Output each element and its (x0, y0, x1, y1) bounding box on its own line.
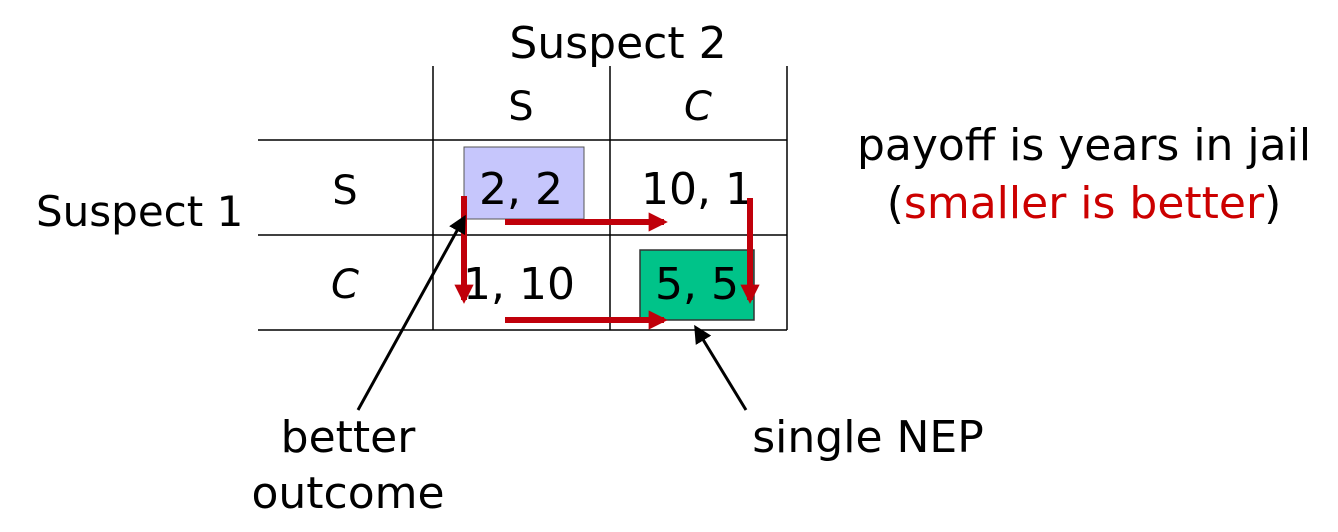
col-strategy-s: S (508, 84, 533, 130)
best-response-arrows (454, 196, 760, 330)
better-outcome-pointer (356, 214, 466, 411)
better-outcome-label-line1: better (281, 412, 417, 463)
better-outcome-label-line2: outcome (251, 468, 444, 519)
player2-label: Suspect 2 (509, 18, 726, 69)
payoff-sc: 10, 1 (641, 164, 753, 215)
row-strategy-s: S (332, 168, 357, 214)
payoff-cc: 5, 5 (655, 259, 739, 310)
payoff-note: payoff is years in jail (857, 120, 1311, 171)
nep-pointer (694, 324, 748, 411)
row-strategy-c: C (331, 262, 359, 308)
better-outcome-highlight (463, 146, 585, 220)
col-strategy-c: C (684, 84, 712, 130)
annotation-arrows (356, 214, 748, 411)
payoff-note-line2: (smaller is better) (887, 178, 1282, 229)
smaller-is-better-text: smaller is better (904, 178, 1265, 229)
payoff-cs: 1, 10 (463, 259, 575, 310)
player1-label: Suspect 1 (36, 187, 243, 236)
payoff-ss: 2, 2 (479, 164, 563, 215)
nep-highlight (639, 249, 755, 321)
paren-open: ( (887, 178, 904, 229)
single-nep-label: single NEP (752, 412, 984, 463)
paren-close: ) (1264, 178, 1281, 229)
payoff-grid (258, 66, 788, 331)
